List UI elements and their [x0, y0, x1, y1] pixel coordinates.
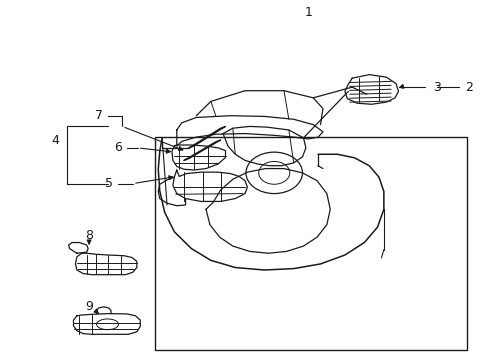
Text: 3: 3 — [434, 81, 441, 94]
Text: 1: 1 — [304, 6, 312, 19]
Text: 9: 9 — [85, 300, 93, 313]
Text: 4: 4 — [51, 134, 59, 147]
Text: 5: 5 — [104, 177, 113, 190]
Bar — [155, 137, 466, 350]
Text: 2: 2 — [465, 81, 473, 94]
Text: 8: 8 — [85, 229, 93, 242]
Text: 6: 6 — [114, 141, 122, 154]
Text: 7: 7 — [95, 109, 103, 122]
